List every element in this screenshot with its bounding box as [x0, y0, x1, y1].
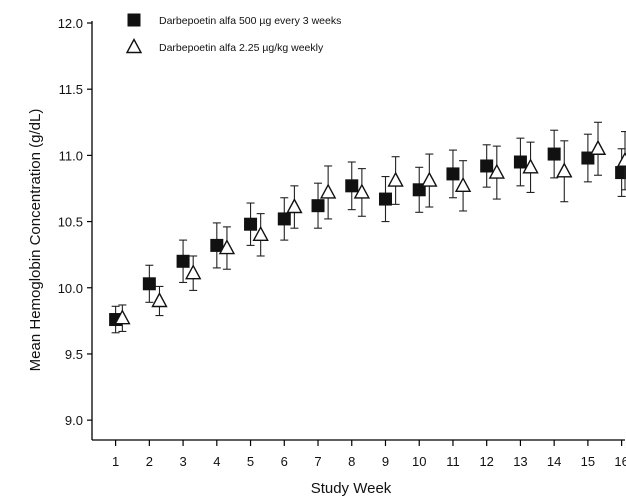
data-point-square: [142, 277, 156, 291]
x-tick-label: 1: [112, 454, 119, 469]
data-point-square: [176, 254, 190, 268]
plot-area: [109, 121, 626, 334]
x-tick-label: 4: [213, 454, 220, 469]
x-tick-label: 8: [348, 454, 355, 469]
x-tick-label: 2: [146, 454, 153, 469]
series-squares: [109, 129, 626, 334]
y-tick-label: 11.5: [59, 82, 83, 97]
x-axis-label: Study Week: [311, 480, 392, 497]
x-tick-label: 10: [412, 454, 426, 469]
x-axis-ticks: 1 2 3 4 5 6 7 8 9 10 11 12 13 14 15 16: [112, 440, 626, 469]
data-point-square: [513, 155, 527, 169]
data-point-triangle: [454, 176, 472, 193]
x-tick-label: 13: [513, 454, 527, 469]
y-axis-ticks: 9.0 9.5 10.0 10.5 11.0 11.5 12.0: [58, 16, 92, 428]
x-tick-label: 7: [314, 454, 321, 469]
x-tick-label: 12: [479, 454, 493, 469]
data-point-triangle: [616, 151, 626, 167]
data-point-triangle: [319, 183, 337, 199]
data-point-triangle: [488, 163, 505, 179]
x-tick-label: 3: [179, 454, 186, 469]
data-point-triangle: [589, 139, 607, 155]
y-axis-label: Mean Hemoglobin Concentration (g/dL): [27, 109, 44, 372]
data-point-triangle: [522, 158, 539, 174]
y-tick-label: 12.0: [58, 16, 83, 31]
y-tick-label: 11.0: [59, 148, 83, 163]
x-tick-label: 9: [382, 454, 389, 469]
data-point-square: [311, 199, 325, 213]
data-point-square: [615, 166, 626, 180]
data-point-square: [480, 159, 494, 173]
legend-entry: [127, 13, 141, 27]
x-tick-label: 6: [281, 454, 288, 469]
series-triangles: [114, 121, 626, 332]
x-tick-label: 14: [547, 454, 561, 469]
data-point-square: [277, 212, 291, 226]
data-point-square: [244, 217, 258, 231]
y-tick-label: 9.5: [65, 347, 83, 362]
data-point-triangle: [125, 38, 143, 54]
y-tick-label: 10.5: [58, 215, 83, 230]
data-point-square: [345, 179, 359, 193]
data-point-triangle: [421, 171, 438, 187]
axes: [91, 21, 625, 441]
data-point-triangle: [252, 225, 269, 242]
data-point-triangle: [556, 162, 573, 178]
data-point-triangle: [185, 264, 202, 280]
legend-label: Darbepoetin alfa 2.25 µg/kg weekly: [159, 42, 324, 54]
x-tick-label: 16: [614, 454, 626, 469]
data-point-triangle: [218, 239, 236, 255]
data-point-square: [210, 238, 224, 252]
data-point-square: [547, 147, 561, 161]
data-point-triangle: [353, 183, 371, 199]
y-tick-label: 9.0: [65, 413, 83, 428]
data-point-triangle: [387, 171, 404, 187]
x-tick-label: 15: [581, 454, 595, 469]
data-point-triangle: [286, 198, 303, 214]
legend-label: Darbepoetin alfa 500 µg every 3 weeks: [159, 15, 341, 27]
x-tick-label: 5: [247, 454, 254, 469]
data-point-square: [127, 13, 141, 27]
x-tick-label: 11: [446, 454, 460, 469]
data-point-square: [378, 192, 392, 206]
data-point-triangle: [114, 309, 131, 325]
data-point-triangle: [151, 292, 168, 308]
legend: Darbepoetin alfa 500 µg every 3 weeks Da…: [125, 13, 341, 54]
data-point-square: [446, 167, 460, 181]
legend-entry: [125, 38, 143, 54]
y-tick-label: 10.0: [58, 281, 83, 296]
